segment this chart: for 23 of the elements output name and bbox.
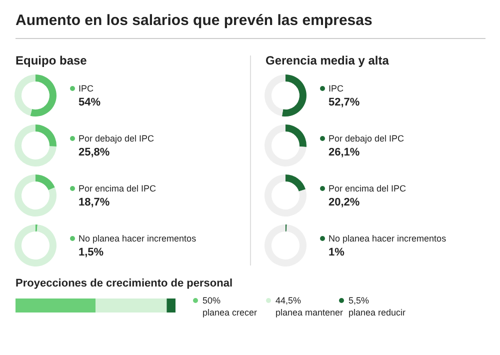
legend-label: No planea hacer incrementos (78, 234, 197, 244)
data-label: 1% (328, 246, 345, 258)
text: Aumento en los salarios que prevén las empresas (16, 12, 372, 29)
data-label: 26,1% (328, 146, 360, 158)
data-label: 18,7% (78, 196, 110, 208)
data-label: 54% (78, 96, 101, 108)
slice-label: Por encima del IPC (78, 184, 157, 194)
legend-label: IPC (78, 84, 94, 94)
legend-label: 44,5% planea mantener (276, 296, 344, 318)
legend-label: IPC (328, 84, 344, 94)
data-label: 1,5% (78, 246, 104, 258)
legend-label: No planea hacer incrementos (328, 234, 447, 244)
chart-title: Equipo base (16, 54, 88, 68)
data-label: 20,2% (328, 196, 360, 208)
legend-label: 50% planea crecer (202, 296, 258, 318)
data-label: 52,7% (328, 96, 360, 108)
data-label: 25,8% (78, 146, 110, 158)
chart-title: Gerencia media y alta (266, 54, 390, 68)
slice-label: Por encima del IPC (328, 184, 407, 194)
chart-title: Proyecciones de crecimiento de personal (16, 278, 233, 290)
slice-label: Por debajo del IPC (78, 134, 155, 144)
slice-label: Por debajo del IPC (328, 134, 405, 144)
legend-label: 5,5% planea reducir (348, 296, 406, 318)
